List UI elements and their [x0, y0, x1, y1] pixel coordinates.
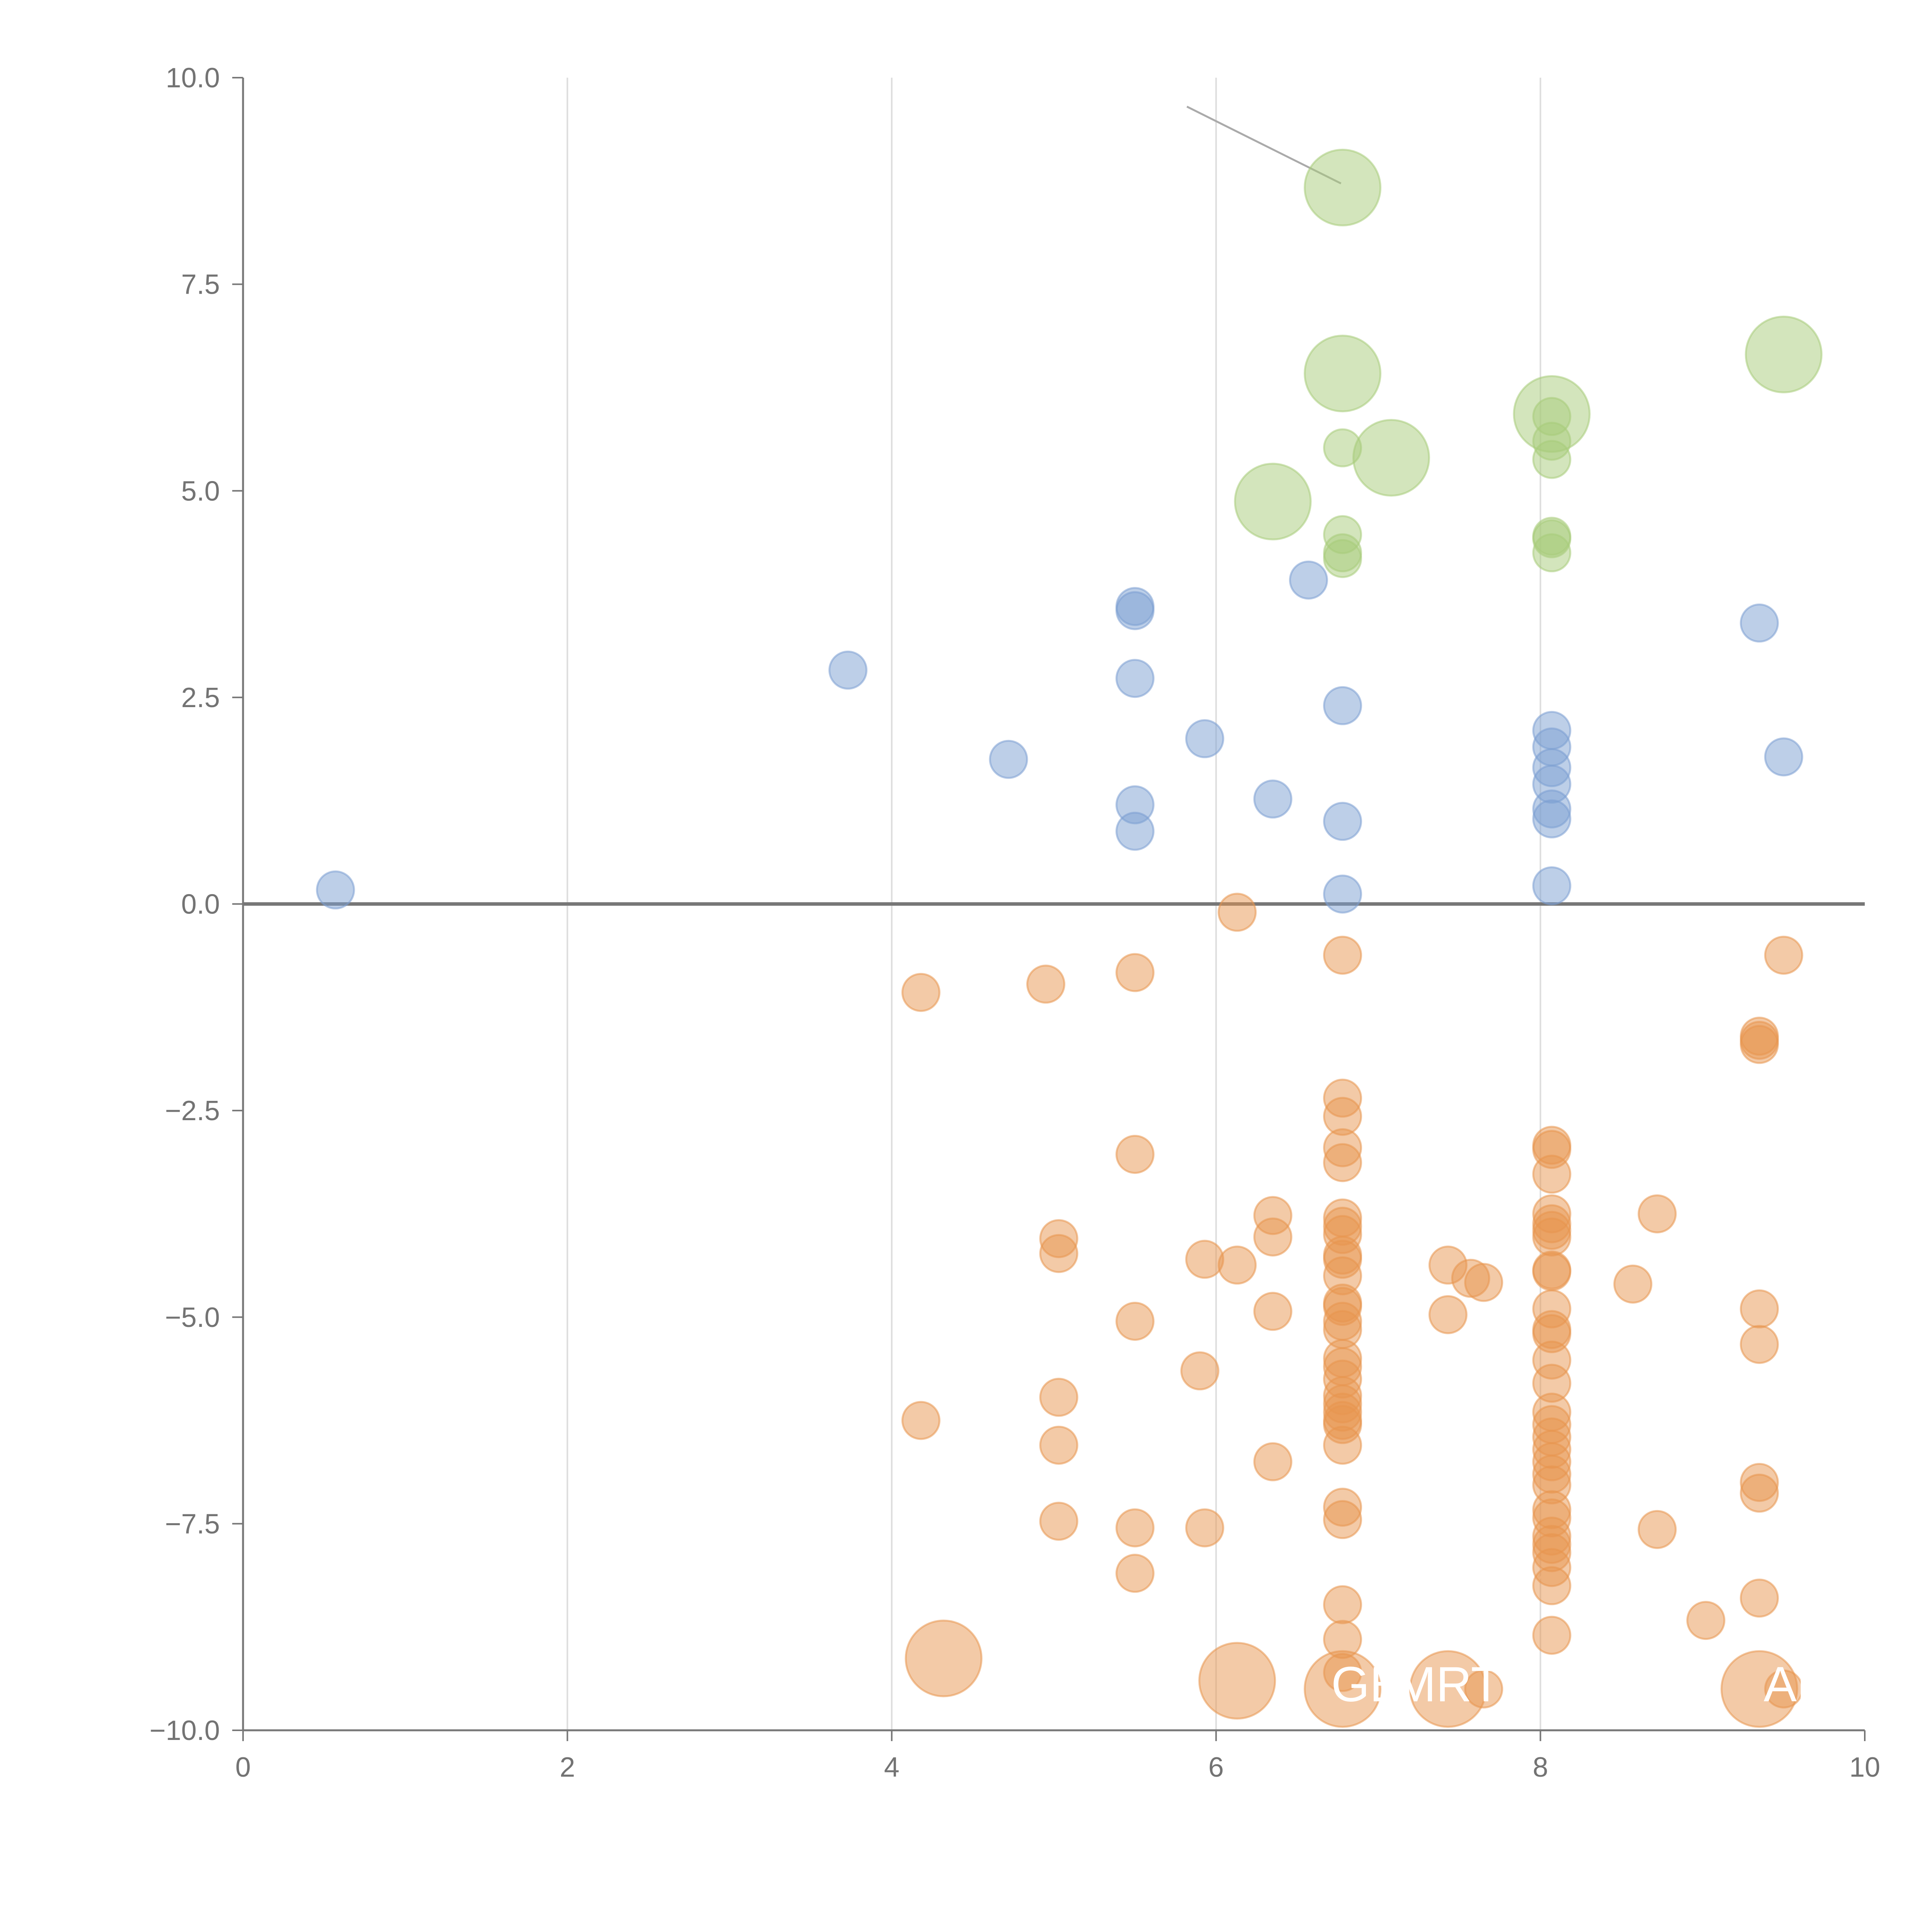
- orange-point: [1638, 1510, 1677, 1549]
- orange-point: [1039, 1234, 1078, 1273]
- y-tick-label: 5.0: [181, 476, 220, 507]
- orange-point: [1638, 1194, 1677, 1233]
- orange-point: [1218, 1245, 1257, 1285]
- y-tick-label: 10.0: [166, 63, 220, 94]
- blue-point: [1532, 799, 1571, 838]
- orange-point: [1115, 1508, 1155, 1548]
- orange-point: [1253, 1442, 1293, 1481]
- blue-point: [1532, 866, 1571, 905]
- orange-point: [1180, 1351, 1219, 1391]
- orange-point: [1720, 1650, 1798, 1728]
- orange-point: [1532, 1566, 1571, 1605]
- blue-point: [828, 650, 867, 690]
- green-point: [1234, 463, 1312, 541]
- orange-point: [1115, 1301, 1155, 1341]
- orange-point: [1039, 1378, 1078, 1417]
- orange-point: [1740, 1325, 1779, 1364]
- orange-point: [1613, 1264, 1653, 1304]
- annotation-label: AP: [1764, 1657, 1830, 1712]
- axes: 0 2 4 6 8 10 −10.0 −7.5 −5.0 −2.5 0.0 2.5 5.0 7.5 10.0: [150, 63, 1880, 1783]
- orange-point: [901, 1401, 940, 1440]
- green-point: [1304, 335, 1382, 413]
- annotation-label: MRT: [1395, 1657, 1501, 1712]
- blue-point: [1323, 874, 1362, 914]
- x-tick-label: 4: [884, 1752, 900, 1783]
- data-points: [316, 148, 1823, 1728]
- green-point: [1323, 539, 1362, 578]
- orange-point: [1185, 1508, 1225, 1548]
- orange-point: [901, 973, 940, 1012]
- blue-point: [1323, 802, 1362, 841]
- x-tick-label: 2: [560, 1752, 575, 1783]
- x-tick-label: 6: [1208, 1752, 1224, 1783]
- blue-point: [316, 870, 355, 910]
- x-tick-label: 0: [235, 1752, 251, 1783]
- blue-point: [1323, 686, 1362, 725]
- x-tick-label: 8: [1533, 1752, 1548, 1783]
- orange-point: [1532, 1217, 1571, 1257]
- green-point: [1532, 533, 1571, 573]
- y-tick-label: −2.5: [165, 1095, 220, 1126]
- orange-point: [1532, 1616, 1571, 1655]
- blue-point: [989, 740, 1028, 779]
- green-point: [1532, 440, 1571, 479]
- orange-point: [1039, 1502, 1078, 1541]
- y-tick-label: 0.0: [181, 889, 220, 920]
- green-point: [1745, 315, 1823, 393]
- orange-point: [1323, 935, 1362, 975]
- y-tick-label: −5.0: [165, 1302, 220, 1333]
- orange-point: [1532, 1155, 1571, 1194]
- green-point: [1304, 148, 1382, 226]
- orange-point: [1740, 1017, 1779, 1056]
- orange-point: [1740, 1289, 1779, 1328]
- y-tick-label: 7.5: [181, 269, 220, 300]
- orange-point: [1532, 1252, 1571, 1291]
- orange-point: [1185, 1240, 1225, 1279]
- orange-point: [1323, 1143, 1362, 1182]
- orange-point: [1323, 1425, 1362, 1465]
- orange-point: [1304, 1650, 1382, 1728]
- blue-point: [1115, 659, 1155, 698]
- blue-point: [1115, 811, 1155, 851]
- orange-point: [1198, 1642, 1276, 1720]
- orange-point: [1323, 1585, 1362, 1624]
- x-tick-label: 10: [1849, 1752, 1880, 1783]
- blue-point: [1115, 591, 1155, 630]
- blue-point: [1289, 560, 1328, 600]
- orange-point: [1253, 1217, 1293, 1257]
- annotation-label: GE: [1331, 1657, 1403, 1712]
- orange-point: [1686, 1601, 1726, 1640]
- orange-point: [1026, 964, 1066, 1004]
- y-tick-label: −10.0: [150, 1715, 220, 1746]
- orange-point: [1115, 953, 1155, 992]
- orange-point: [1764, 935, 1803, 975]
- y-tick-label: 2.5: [181, 682, 220, 713]
- blue-point: [1185, 719, 1225, 759]
- orange-point: [1039, 1425, 1078, 1465]
- blue-point: [1764, 737, 1803, 777]
- orange-point: [1428, 1295, 1468, 1334]
- y-tick-label: −7.5: [165, 1509, 220, 1539]
- blue-point: [1253, 779, 1293, 819]
- orange-point: [1323, 1500, 1362, 1539]
- orange-point: [1740, 1473, 1779, 1513]
- orange-point: [1409, 1650, 1487, 1728]
- orange-point: [1115, 1554, 1155, 1593]
- blue-point: [1740, 603, 1779, 643]
- orange-point: [1218, 893, 1257, 932]
- orange-point: [1740, 1578, 1779, 1618]
- orange-point: [1464, 1263, 1503, 1302]
- orange-point: [905, 1619, 983, 1697]
- green-point: [1352, 419, 1430, 497]
- orange-point: [1253, 1292, 1293, 1331]
- orange-point: [1115, 1134, 1155, 1174]
